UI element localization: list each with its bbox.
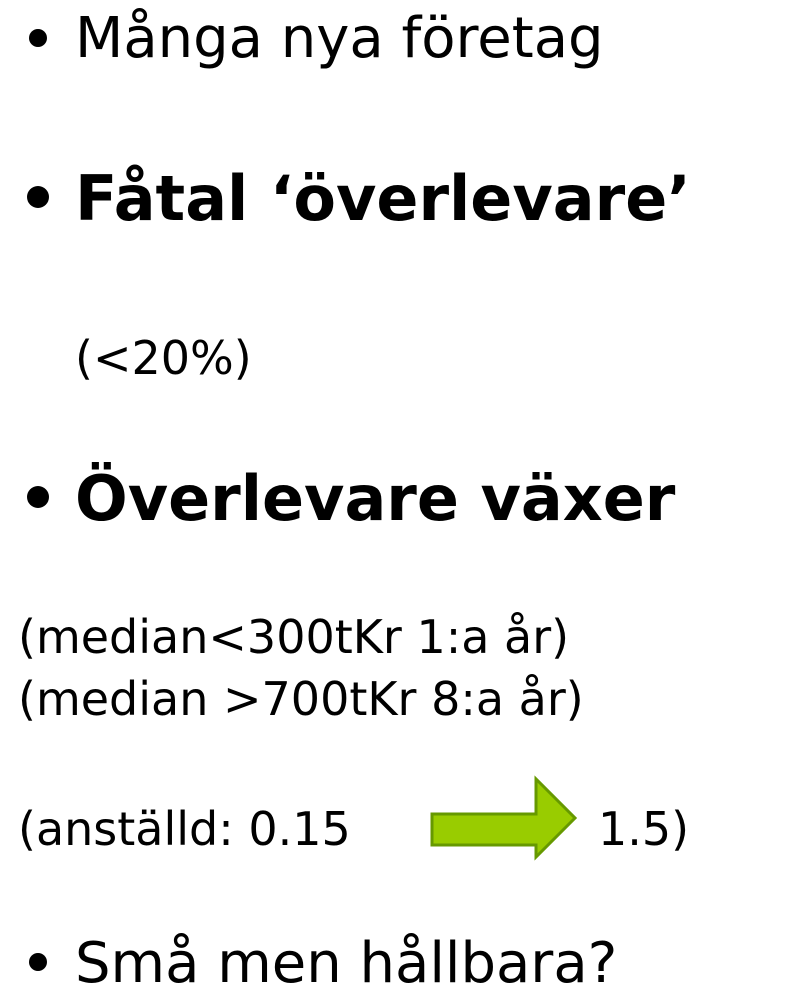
bullet: [29, 953, 47, 971]
bullet: [27, 186, 49, 208]
point: Fåtal ‘överlevare’: [75, 162, 691, 235]
employee-to: 1.5): [598, 802, 689, 856]
point: Små men hållbara?: [75, 931, 617, 986]
note: (median<300tKr 1:a år): [18, 610, 569, 664]
note: (<20%): [75, 331, 252, 385]
point: Många nya företag: [75, 6, 604, 71]
note: (median >700tKr 8:a år): [18, 672, 584, 726]
bullet: [27, 486, 49, 508]
employee-from: (anställd: 0.15: [18, 802, 351, 856]
bullet: [29, 29, 47, 47]
arrow: [430, 775, 578, 861]
point: Överlevare växer: [75, 462, 676, 535]
